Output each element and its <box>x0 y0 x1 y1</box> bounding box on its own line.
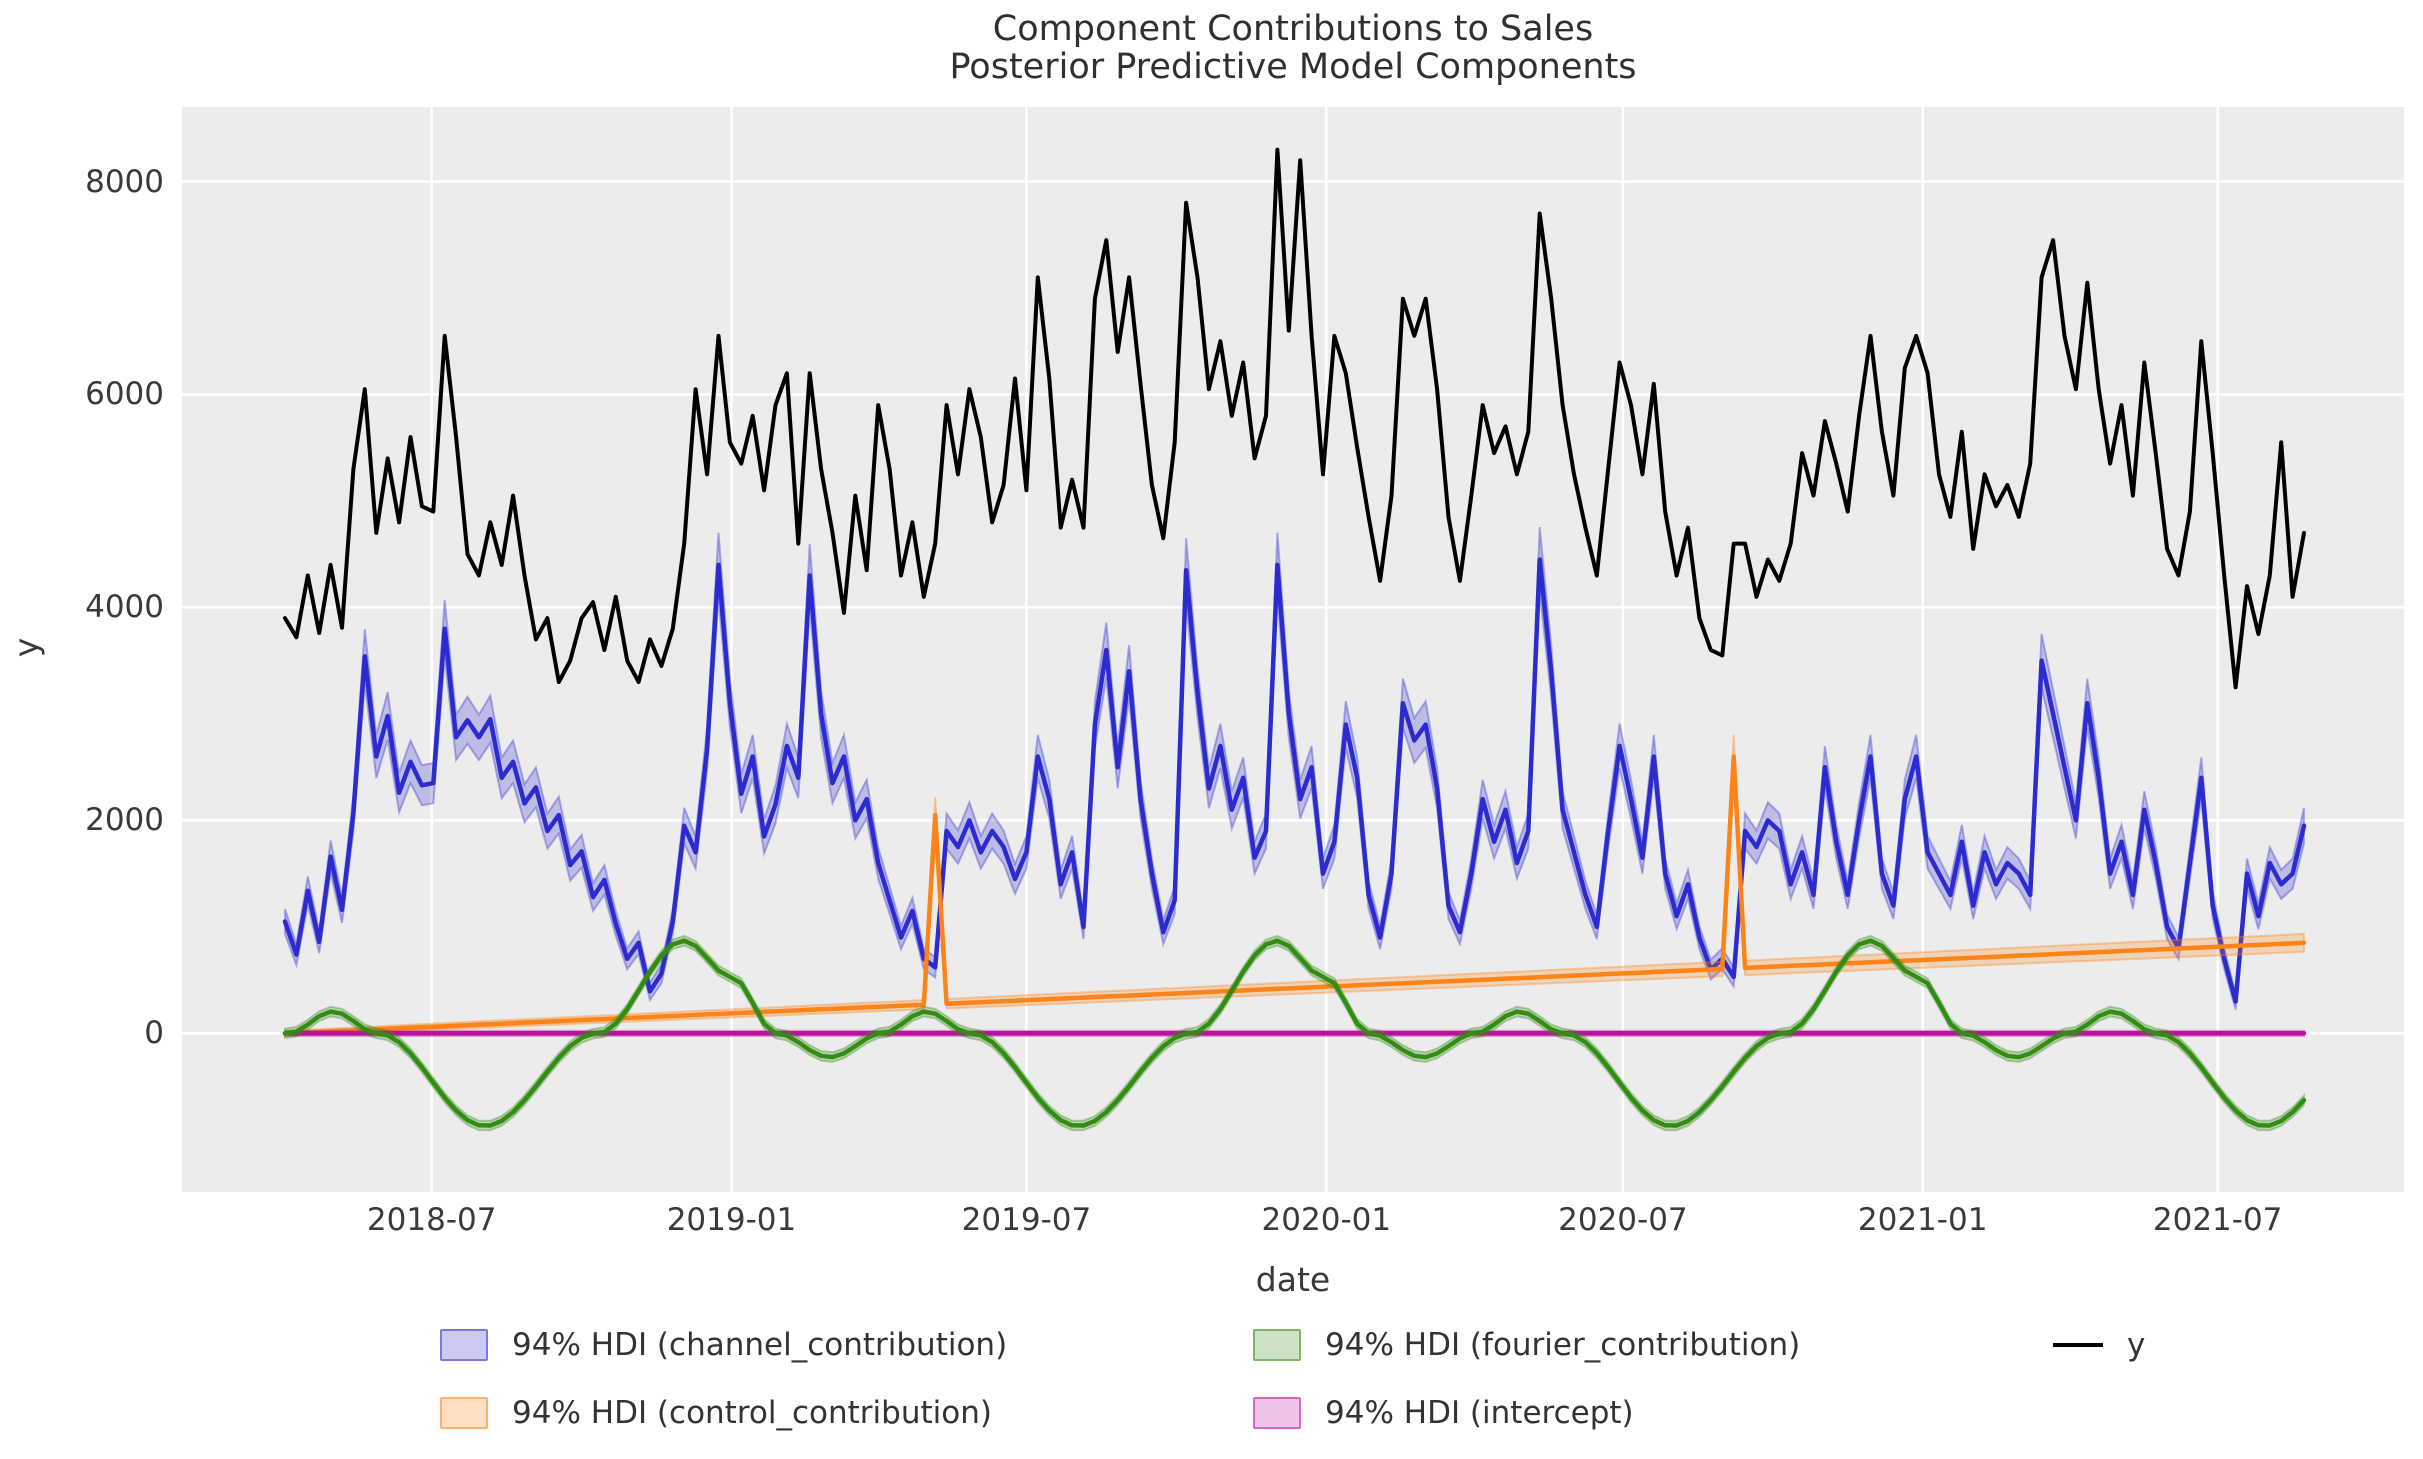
x-tick-label: 2018-07 <box>366 1202 497 1238</box>
chart-title: Component Contributions to Sales Posteri… <box>182 10 2404 86</box>
legend-line-sample-y <box>2053 1343 2103 1347</box>
y-tick-label: 4000 <box>85 589 164 626</box>
legend-label-y: y <box>2127 1327 2146 1363</box>
hdi-band-control_contribution <box>284 734 2305 1038</box>
y-axis-label: y <box>6 637 46 658</box>
legend-label-intercept: 94% HDI (intercept) <box>1325 1395 1634 1431</box>
legend-item-channel: 94% HDI (channel_contribution) <box>440 1328 1007 1362</box>
legend-swatch-fourier <box>1253 1329 1301 1361</box>
mean-line-channel_contribution <box>282 557 2307 1004</box>
x-tick-label: 2020-01 <box>1261 1202 1392 1238</box>
x-tick-label: 2021-07 <box>2152 1202 2283 1238</box>
y-tick-label: 0 <box>144 1015 164 1052</box>
hdi-band-fourier_contribution <box>284 934 2305 1132</box>
x-tick-label: 2019-01 <box>666 1202 797 1238</box>
legend-item-fourier: 94% HDI (fourier_contribution) <box>1253 1328 1800 1362</box>
y-tick-label: 2000 <box>85 802 164 839</box>
title-line-2: Posterior Predictive Model Components <box>949 47 1637 87</box>
x-tick-label: 2021-01 <box>1857 1202 1988 1238</box>
mean-line-fourier_contribution <box>282 938 2307 1128</box>
x-axis-label: date <box>1255 1260 1331 1299</box>
x-tick-label: 2020-07 <box>1558 1202 1688 1238</box>
y-tick-label: 8000 <box>85 163 164 200</box>
legend-swatch-control <box>440 1397 488 1429</box>
legend-label-channel: 94% HDI (channel_contribution) <box>512 1327 1008 1363</box>
legend-item-control: 94% HDI (control_contribution) <box>440 1396 992 1430</box>
legend-label-fourier: 94% HDI (fourier_contribution) <box>1325 1327 1801 1363</box>
x-tick-label: 2019-07 <box>961 1202 1092 1238</box>
legend-label-control: 94% HDI (control_contribution) <box>512 1395 992 1431</box>
legend-item-y: y <box>2053 1328 2145 1362</box>
y-tick-label: 6000 <box>85 376 164 413</box>
legend-swatch-channel <box>440 1329 488 1361</box>
mean-line-y <box>283 147 2306 690</box>
legend-item-intercept: 94% HDI (intercept) <box>1253 1396 1634 1430</box>
legend-swatch-intercept <box>1253 1397 1301 1429</box>
title-line-1: Component Contributions to Sales <box>992 9 1594 49</box>
